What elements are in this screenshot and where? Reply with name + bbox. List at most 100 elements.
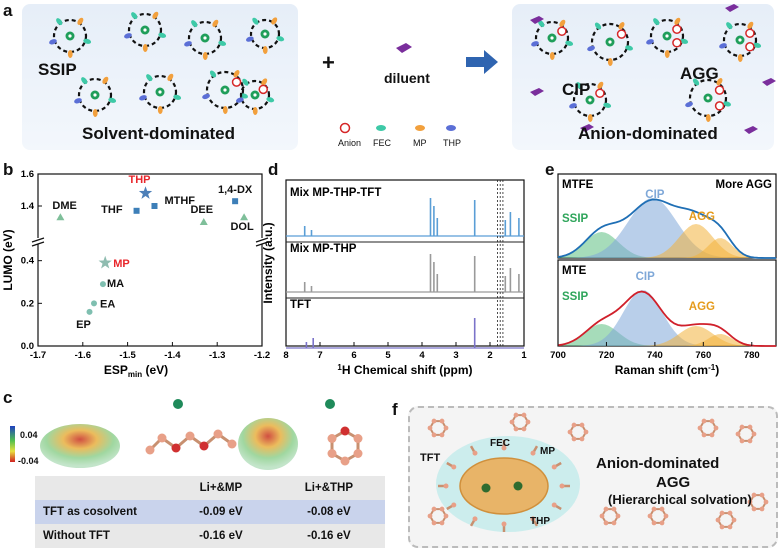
mp-esp-surface xyxy=(40,424,120,468)
solvent-molecule xyxy=(108,97,117,103)
anion xyxy=(231,77,242,87)
solvent-molecule xyxy=(625,45,633,51)
atom xyxy=(739,424,745,430)
point-label: MP xyxy=(113,258,130,270)
solvent-molecule xyxy=(152,11,159,19)
y-tick-label: 1.6 xyxy=(21,169,34,180)
panel-b-chart: -1.7 -1.6 -1.5 -1.4 -1.3 -1.2 0.0 0.2 0.4 1.4 1.6 E… xyxy=(1,169,270,379)
ssip-cluster xyxy=(184,19,227,60)
plot-frame xyxy=(37,173,263,347)
atom xyxy=(719,524,725,530)
x-tick-label: 5 xyxy=(385,350,391,361)
axis-break-mark xyxy=(255,237,269,247)
solvent-atom xyxy=(451,464,457,470)
solvent-molecule xyxy=(167,73,174,81)
atom xyxy=(659,506,665,512)
solvent-molecule xyxy=(747,21,754,29)
atom xyxy=(731,517,737,523)
atom xyxy=(651,520,657,526)
solvent-molecule xyxy=(74,98,82,104)
fec-label-f: FEC xyxy=(490,438,510,449)
solvent-molecule xyxy=(753,42,762,48)
atom xyxy=(513,412,519,418)
solvent-molecule xyxy=(218,40,227,46)
solvent-molecule xyxy=(67,49,73,58)
atom xyxy=(647,513,653,519)
fit-component-cip xyxy=(558,198,776,258)
ring xyxy=(510,414,530,430)
solvent-molecule xyxy=(92,108,98,117)
panel-f-title-1: Anion-dominated xyxy=(596,455,720,472)
atom xyxy=(439,432,445,438)
spectrum-label: TFT xyxy=(290,299,311,311)
solvent-molecule xyxy=(618,22,625,30)
point-label: DME xyxy=(52,200,76,212)
li-ion-center xyxy=(143,28,147,32)
diluent-molecule xyxy=(744,126,758,134)
solvent-atom xyxy=(501,521,507,527)
atom xyxy=(751,492,757,498)
x-tick-label: 3 xyxy=(453,350,458,361)
ring xyxy=(748,494,768,510)
x-tick-label: 4 xyxy=(419,350,425,361)
li-ion-center xyxy=(253,93,257,97)
tft-molecule xyxy=(427,506,449,526)
atom xyxy=(431,418,437,424)
atom xyxy=(340,456,350,466)
panel-b-label: b xyxy=(3,160,14,179)
solvent-molecule xyxy=(157,105,163,114)
atom xyxy=(583,429,589,435)
atom xyxy=(751,431,757,437)
atom xyxy=(697,425,703,431)
solvent-molecule xyxy=(252,106,258,115)
ring xyxy=(648,508,668,524)
axis-break-mark xyxy=(31,237,45,247)
tft-molecule xyxy=(747,492,769,512)
table-row-label: TFT as cosolvent xyxy=(43,506,137,518)
legend-mp: MP xyxy=(413,138,427,148)
ssip-cluster xyxy=(49,17,92,58)
anion xyxy=(714,85,725,95)
solvent-atom xyxy=(551,464,557,470)
atom xyxy=(431,520,437,526)
raman-spectrum xyxy=(557,290,777,347)
atom xyxy=(171,443,181,453)
solvent-molecule xyxy=(719,43,727,49)
atom xyxy=(353,434,363,443)
panel-f-graphic xyxy=(427,412,769,532)
subplot-name: MTFE xyxy=(562,179,594,191)
point-label: DEE xyxy=(190,204,213,216)
diluent-molecule xyxy=(725,4,739,12)
thp-esp-surface xyxy=(238,418,298,470)
solvent-molecule xyxy=(674,17,681,25)
x-tick-label: -1.2 xyxy=(254,350,270,361)
tft-molecule xyxy=(509,412,531,432)
solvent-molecule xyxy=(538,20,545,28)
atom xyxy=(701,432,707,438)
panel-a-label: a xyxy=(3,1,13,20)
esp-scale-top: 0.04 xyxy=(20,430,38,440)
x-tick-label: 8 xyxy=(283,350,288,361)
panel-f-label: f xyxy=(392,400,398,419)
atom xyxy=(751,506,757,512)
atom xyxy=(327,449,337,458)
solvent-molecule xyxy=(56,18,63,26)
panel-e-label: e xyxy=(545,160,555,179)
solvent-atom xyxy=(443,483,449,489)
cip-cluster xyxy=(569,81,612,122)
plus-sign: + xyxy=(322,50,335,75)
table-cell: -0.08 eV xyxy=(307,506,351,518)
li-ion-center xyxy=(263,32,267,36)
atom xyxy=(521,412,527,418)
atom xyxy=(340,426,350,436)
solvent-molecule xyxy=(202,93,210,100)
legend-fec-icon xyxy=(376,125,386,131)
atom xyxy=(759,492,765,498)
solvent-molecule xyxy=(565,40,574,46)
solvent-molecule xyxy=(124,33,132,39)
solvent-molecule xyxy=(222,105,228,114)
solvent-molecule xyxy=(83,38,92,44)
solvent-molecule xyxy=(262,45,268,54)
solvent-molecule xyxy=(81,77,88,85)
anion xyxy=(258,84,269,95)
